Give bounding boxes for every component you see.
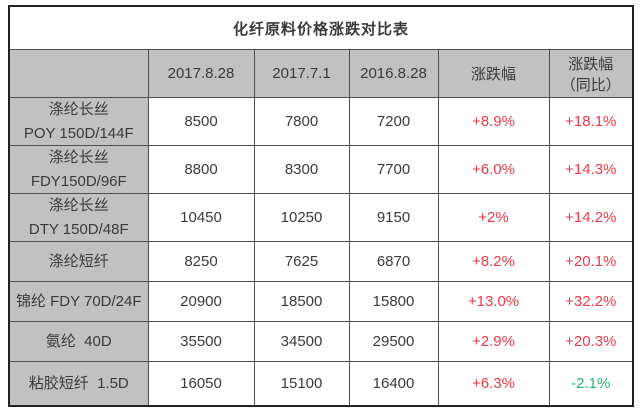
price-cell: 10250 [253,193,350,242]
row-label: 涤纶短纤 [8,241,149,282]
table-row: 涤纶短纤 8250 7625 6870 +8.2% +20.1% [8,241,634,282]
change-cell: +2.9% [437,321,550,362]
change-yoy-cell: +18.1% [548,97,634,146]
price-cell: 7700 [348,145,439,194]
price-cell: 8800 [147,145,255,194]
row-label-line1: 粘胶短纤 1.5D [28,374,129,392]
row-label-line1: 涤纶长丝 [48,101,109,119]
row-label-line1: 氨纶 40D [45,332,112,350]
header-empty-cell [8,49,149,98]
change-cell: +8.9% [437,97,550,146]
price-cell: 8250 [147,241,255,282]
change-cell: +2% [437,193,550,242]
price-cell: 10450 [147,193,255,242]
price-cell: 7200 [348,97,439,146]
price-cell: 16050 [147,361,255,406]
table-row: 涤纶长丝 POY 150D/144F 8500 7800 7200 +8.9% … [8,97,634,146]
row-label-line1: 锦纶 FDY 70D/24F [15,292,142,310]
change-cell: +6.0% [437,145,550,194]
title-row: 化纤原料价格涨跌对比表 [8,5,634,50]
row-label: 涤纶长丝 DTY 150D/48F [8,193,149,242]
price-cell: 16400 [348,361,439,406]
price-cell: 9150 [348,193,439,242]
price-comparison-table-container: 化纤原料价格涨跌对比表 2017.8.28 2017.7.1 2016.8.28… [8,5,634,407]
header-date-2016-8-28: 2016.8.28 [348,49,439,98]
price-cell: 7625 [253,241,350,282]
table-row: 涤纶长丝 FDY150D/96F 8800 8300 7700 +6.0% +1… [8,145,634,194]
change-yoy-cell: +32.2% [548,281,634,322]
price-cell: 15800 [348,281,439,322]
price-cell: 8300 [253,145,350,194]
header-change: 涨跌幅 [437,49,550,98]
header-change-yoy: 涨跌幅 （同比） [548,49,634,98]
header-row: 2017.8.28 2017.7.1 2016.8.28 涨跌幅 涨跌幅 （同比… [8,49,634,98]
row-label: 粘胶短纤 1.5D [8,361,149,406]
change-cell: +13.0% [437,281,550,322]
change-cell: +6.3% [437,361,550,406]
row-label-line1: 涤纶长丝 [48,149,109,167]
row-label-line2: POY 150D/144F [23,124,134,142]
table-row: 粘胶短纤 1.5D 16050 15100 16400 +6.3% -2.1% [8,361,634,406]
table-row: 涤纶长丝 DTY 150D/48F 10450 10250 9150 +2% +… [8,193,634,242]
change-yoy-cell: +20.3% [548,321,634,362]
change-yoy-cell: +20.1% [548,241,634,282]
price-comparison-table: 化纤原料价格涨跌对比表 2017.8.28 2017.7.1 2016.8.28… [8,5,634,407]
row-label: 氨纶 40D [8,321,149,362]
price-cell: 7800 [253,97,350,146]
price-cell: 29500 [348,321,439,362]
price-cell: 15100 [253,361,350,406]
header-date-2017-7-1: 2017.7.1 [253,49,350,98]
header-date-2017-8-28: 2017.8.28 [147,49,255,98]
row-label-line2: FDY150D/96F [30,172,127,190]
row-label: 涤纶长丝 FDY150D/96F [8,145,149,194]
row-label: 涤纶长丝 POY 150D/144F [8,97,149,146]
price-cell: 20900 [147,281,255,322]
price-cell: 34500 [253,321,350,362]
row-label-line1: 涤纶长丝 [48,197,109,215]
price-cell: 18500 [253,281,350,322]
row-label-line1: 涤纶短纤 [48,252,109,270]
table-row: 氨纶 40D 35500 34500 29500 +2.9% +20.3% [8,321,634,362]
price-cell: 8500 [147,97,255,146]
header-change-yoy-line2: （同比） [560,76,621,94]
header-change-yoy-line1: 涨跌幅 [568,55,614,73]
table-row: 锦纶 FDY 70D/24F 20900 18500 15800 +13.0% … [8,281,634,322]
row-label-line2: DTY 150D/48F [28,220,129,238]
change-yoy-cell: +14.3% [548,145,634,194]
change-yoy-cell: +14.2% [548,193,634,242]
row-label: 锦纶 FDY 70D/24F [8,281,149,322]
table-title: 化纤原料价格涨跌对比表 [8,5,634,50]
change-cell: +8.2% [437,241,550,282]
price-cell: 6870 [348,241,439,282]
change-yoy-cell: -2.1% [548,361,634,406]
price-cell: 35500 [147,321,255,362]
